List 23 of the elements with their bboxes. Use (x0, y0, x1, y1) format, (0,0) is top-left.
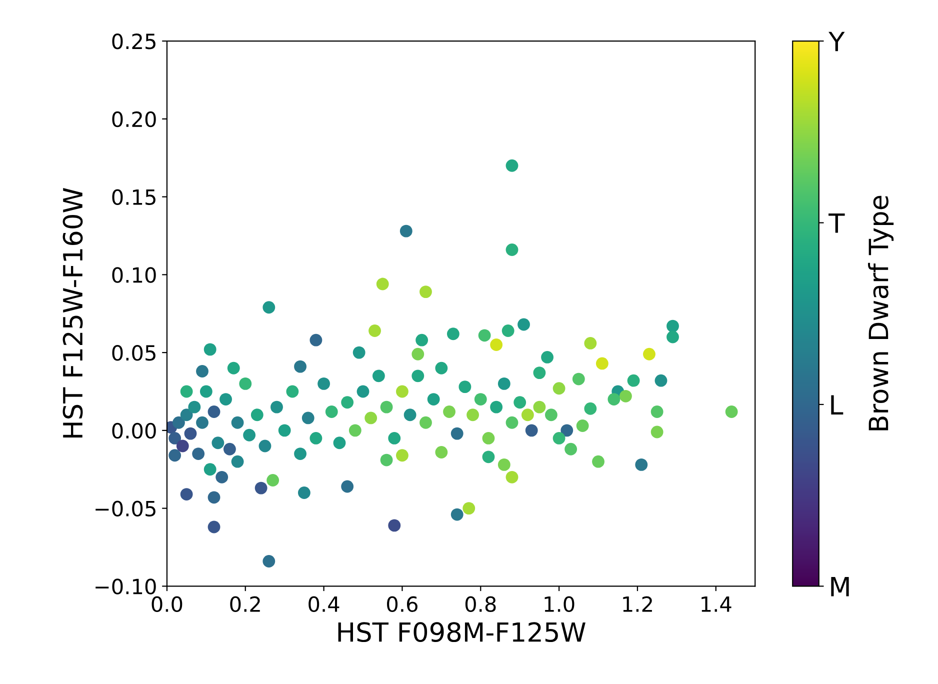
x-tick-label: 0.8 (465, 596, 496, 612)
color-bar-label: L (831, 395, 844, 414)
x-tick-label: 1.0 (544, 596, 574, 612)
color-bar-label: Y (828, 32, 845, 52)
y-tick-label: 0.15 (112, 189, 156, 206)
y-tick-label: 0.20 (112, 111, 156, 128)
x-tick-label: 0.2 (230, 596, 260, 612)
y-tick-label: 0.25 (112, 33, 156, 50)
x-axis-title: HST F098M-F125W (338, 622, 586, 642)
y-axis-title: HST F125W-F160W (62, 188, 83, 438)
y-tick-label: −0.05 (96, 500, 156, 517)
x-tick-label: 1.4 (702, 596, 732, 612)
x-tick-label: 0.4 (308, 596, 340, 612)
color-bar-title: Brown Dwarf Type (868, 196, 894, 430)
color-bar-label: T (828, 214, 845, 233)
x-tick-label: 0.6 (387, 596, 418, 612)
x-tick-label: 0.0 (152, 596, 182, 612)
color-bar-label: M (831, 576, 849, 596)
x-tick-label: 1.2 (623, 596, 652, 612)
y-tick-label: 0.10 (112, 267, 156, 283)
y-tick-label: 0.05 (112, 345, 156, 361)
y-tick-label: 0.00 (112, 422, 156, 439)
y-tick-label: −0.10 (96, 578, 156, 594)
